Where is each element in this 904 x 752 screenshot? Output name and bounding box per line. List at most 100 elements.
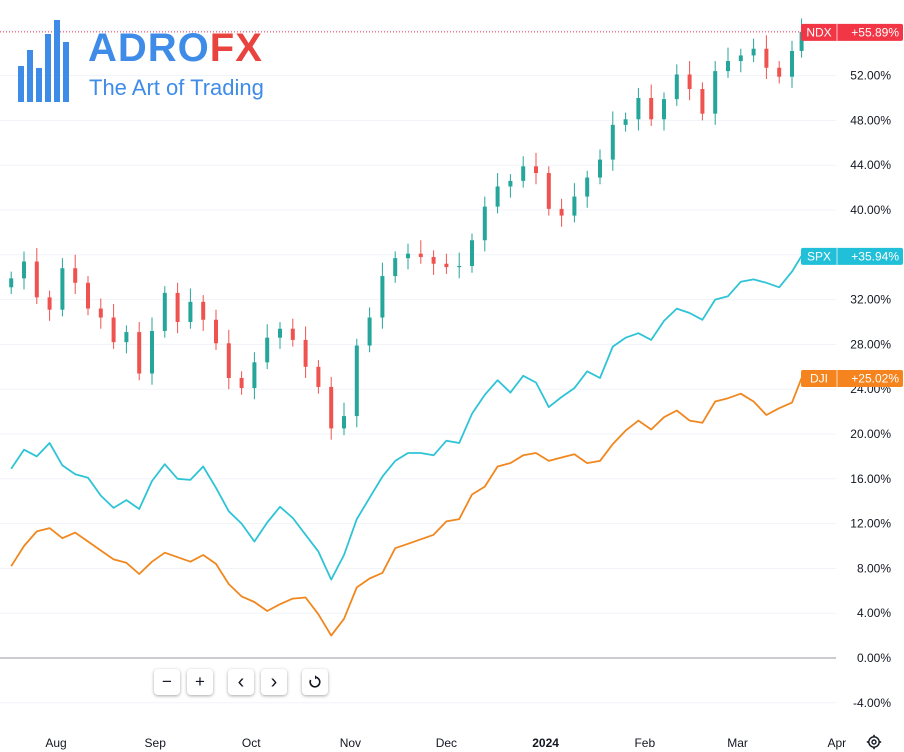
index-lines: [10, 255, 803, 637]
ndx-candle: [22, 261, 26, 279]
adrofx-logo: ADROFX The Art of Trading: [18, 14, 278, 104]
spx-line: [10, 255, 803, 581]
ndx-candle: [98, 308, 103, 318]
ndx-candle: [124, 332, 129, 343]
ndx-candle: [278, 328, 282, 338]
badge-series-name: DJI: [810, 372, 828, 386]
ndx-candle: [636, 98, 641, 120]
time-scale: Aug Sep Oct Nov Dec 2024 Feb Mar Apr: [45, 736, 846, 750]
ndx-candle: [201, 301, 206, 320]
badge-series-value: +55.89%: [851, 25, 899, 39]
y-tick-label: 52.00%: [850, 69, 891, 83]
ndx-candle: [623, 119, 628, 125]
ndx-candle: [290, 328, 295, 340]
x-tick-label: Sep: [145, 736, 167, 750]
x-tick-label: 2024: [532, 736, 559, 750]
ndx-candle: [572, 196, 577, 216]
chart-grid: [0, 30, 836, 704]
ndx-candle: [162, 292, 167, 331]
ndx-candle: [239, 378, 244, 389]
ndx-candle: [111, 317, 116, 343]
ndx-candle: [495, 186, 500, 207]
logo-wordmark: ADROFX: [88, 28, 263, 68]
ndx-candle: [393, 258, 398, 277]
ndx-candle: [137, 332, 142, 374]
ndx-candle: [726, 61, 730, 72]
zoom-in-button[interactable]: +: [187, 669, 213, 695]
y-tick-label: 16.00%: [850, 472, 891, 486]
badge-series-value: +35.94%: [851, 249, 899, 263]
ndx-candle: [406, 253, 410, 259]
ndx-candle: [34, 261, 39, 298]
scroll-right-button[interactable]: ›: [261, 669, 287, 695]
ndx-candle: [482, 206, 487, 241]
x-tick-label: Nov: [340, 736, 361, 750]
scroll-left-button[interactable]: ‹: [228, 669, 254, 695]
badge-background: [801, 247, 903, 265]
ndx-candle: [444, 263, 449, 268]
ndx-candle: [329, 386, 334, 429]
zoom-out-icon: −: [162, 672, 172, 691]
reset-chart-button[interactable]: [302, 669, 328, 695]
ndx-candle: [662, 99, 666, 120]
x-tick-label: Feb: [634, 736, 655, 750]
ndx-candle: [799, 31, 804, 51]
y-tick-label: 8.00%: [857, 561, 891, 575]
ndx-candle: [790, 50, 794, 77]
badge-background: [801, 23, 903, 41]
ndx-candle: [764, 48, 769, 68]
ndx-candles: [9, 18, 804, 440]
ndx-candle: [252, 362, 257, 389]
zoom-out-button[interactable]: −: [154, 669, 180, 695]
ndx-candle: [367, 317, 372, 346]
y-tick-label: 48.00%: [850, 113, 891, 127]
badge-series-name: SPX: [807, 249, 831, 263]
y-tick-label: 4.00%: [857, 606, 891, 620]
ndx-candle: [585, 177, 590, 197]
dji-line: [10, 377, 803, 637]
logo-brand-main: ADRO: [88, 26, 210, 70]
ndx-candle: [687, 74, 692, 90]
ndx-candle: [316, 366, 321, 387]
ndx-candle: [354, 345, 359, 417]
ndx-candle: [546, 173, 551, 209]
dji-badge: DJI +25.02%: [801, 370, 903, 387]
ndx-candle: [751, 48, 756, 56]
badge-series-name: NDX: [806, 25, 831, 39]
ndx-candle: [380, 276, 385, 318]
logo-brand-accent: FX: [209, 26, 263, 70]
ndx-candle: [457, 266, 462, 268]
ndx-candle: [738, 55, 743, 62]
x-tick-label: Aug: [45, 736, 66, 750]
badge-series-value: +25.02%: [851, 372, 899, 386]
x-tick-label: Oct: [242, 736, 261, 750]
logo-tagline: The Art of Trading: [89, 75, 264, 100]
ndx-candle: [508, 180, 513, 187]
ndx-candle: [559, 208, 564, 216]
ndx-candle: [610, 124, 615, 160]
chevron-left-icon: ‹: [237, 670, 245, 693]
badge-background: [801, 370, 903, 387]
ndx-candle: [777, 67, 782, 77]
ndx-candle: [73, 268, 78, 283]
adrofx-logo-bars-icon: [18, 16, 74, 102]
ndx-candle: [303, 339, 308, 367]
y-tick-label: 28.00%: [850, 337, 891, 351]
x-tick-label: Dec: [436, 736, 457, 750]
ndx-badge: NDX +55.89%: [801, 23, 903, 41]
ndx-candle: [598, 159, 602, 178]
zoom-in-icon: +: [195, 672, 205, 691]
ndx-candle: [214, 319, 218, 344]
y-tick-label: -4.00%: [853, 696, 891, 710]
ndx-candle: [188, 301, 193, 322]
ndx-candle: [47, 297, 52, 310]
ndx-candle: [470, 240, 474, 266]
ndx-candle: [150, 330, 154, 374]
ndx-candle: [700, 89, 705, 114]
y-tick-label: 40.00%: [850, 203, 891, 217]
settings-gear-icon[interactable]: [866, 734, 882, 750]
ndx-candle: [226, 343, 231, 378]
ndx-candle: [534, 166, 538, 174]
ndx-candle: [342, 416, 346, 429]
